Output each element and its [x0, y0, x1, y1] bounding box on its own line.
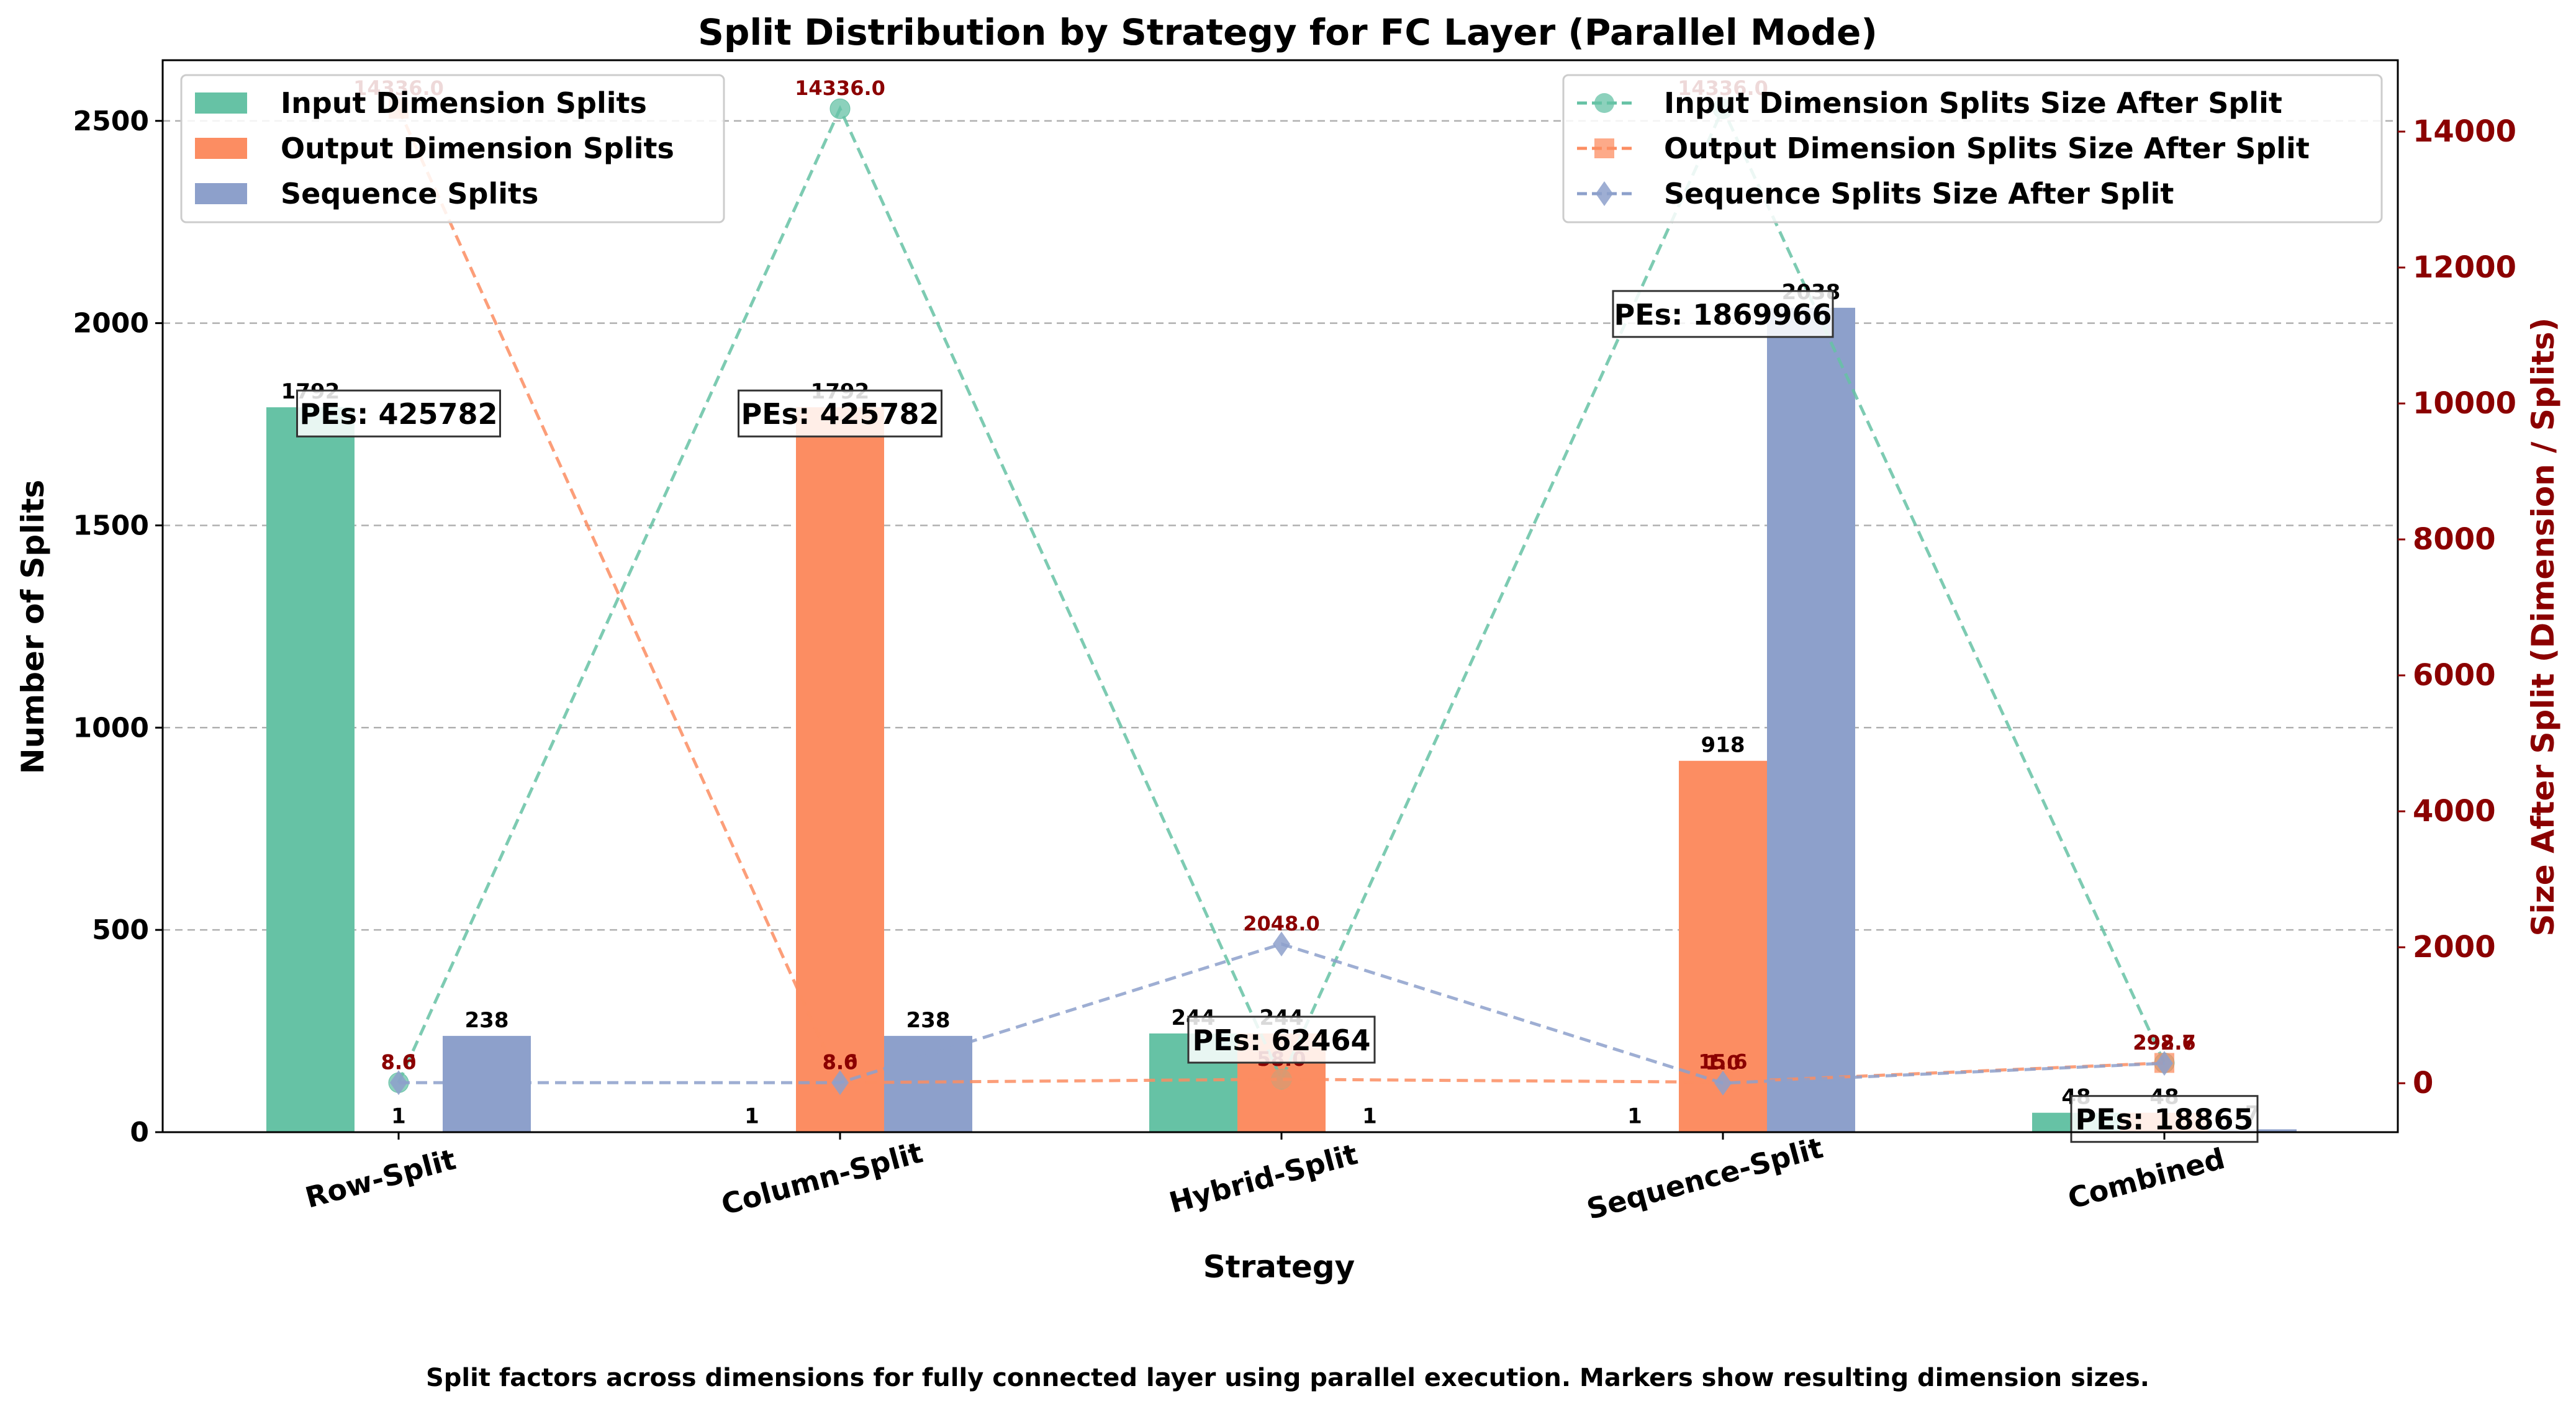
bar-label-sequence-1: 238 [906, 1008, 951, 1033]
y2-tick-label-5: 10000 [2413, 386, 2516, 421]
x-tick-label-2: Hybrid-Split [1165, 1137, 1361, 1220]
line-label-sequence-3: 1.0 [1706, 1051, 1741, 1074]
x-tick-label-1: Column-Split [718, 1135, 926, 1221]
pe-annotation-3: PEs: 1869966 [1612, 290, 1834, 338]
marker-sequence-2 [1273, 931, 1290, 957]
legend-swatch-sequence [195, 183, 247, 204]
y2-tick-label-1: 2000 [2413, 930, 2496, 965]
y2-tick-label-0: 0 [2413, 1066, 2433, 1101]
chart-title: Split Distribution by Strategy for FC La… [698, 11, 1878, 53]
plot-frame [161, 59, 2399, 1133]
pe-annotation-text-3: PEs: 1869966 [1614, 298, 1832, 331]
bar-label-sequence-0: 238 [465, 1008, 509, 1033]
legend-marker-sequence [1596, 181, 1613, 206]
line-output [397, 108, 2165, 1084]
legend-bars: Input Dimension Splits Output Dimension S… [180, 74, 725, 223]
pe-annotation-box-0 [296, 389, 501, 438]
bar-series [266, 307, 2297, 1132]
pe-annotation-text-4: PEs: 18865 [2076, 1103, 2254, 1137]
bar-label-output-3: 918 [1701, 733, 1745, 758]
bar-input-0 [266, 407, 355, 1132]
y2-tick-label-6: 12000 [2413, 250, 2516, 285]
y-tick-label-4: 2000 [73, 308, 149, 340]
pe-annotation-text-2: PEs: 62464 [1193, 1024, 1371, 1057]
bar-sequence-3 [1767, 307, 1855, 1132]
y-tick-label-5: 2500 [73, 106, 149, 137]
bar-output-1 [796, 407, 884, 1132]
legend-swatch-input [195, 92, 247, 114]
y-tick-label-3: 1500 [73, 510, 149, 541]
x-tick-label-4: Combined [2064, 1141, 2228, 1215]
marker-sequence-1 [831, 1070, 849, 1096]
line-label-input-4: 298.7 [2133, 1030, 2195, 1054]
legend-lines: Input Dimension Splits Size After Split O… [1562, 74, 2383, 223]
pe-annotation-2: PEs: 62464 [1187, 1015, 1376, 1064]
y2-tick-label-4: 8000 [2413, 522, 2496, 557]
pe-annotation-0: PEs: 425782 [296, 389, 501, 438]
data-labels: 1792124414811792244918482382381203878.01… [281, 76, 2260, 1143]
line-label-output-1: 8.0 [823, 1050, 858, 1074]
figure-caption: Split factors across dimensions for full… [426, 1364, 2149, 1392]
grid-lines [163, 120, 2398, 1133]
line-series [388, 98, 2175, 1096]
x-tick-label-3: Sequence-Split [1583, 1131, 1827, 1226]
bar-label-output-0: 1 [391, 1104, 406, 1128]
pe-annotation-box-3 [1612, 290, 1834, 338]
pe-annotation-1: PEs: 425782 [738, 389, 942, 438]
line-label-output-4: 298.7 [2133, 1030, 2195, 1054]
marker-output-2 [1272, 1069, 1291, 1089]
bar-label-input-3: 1 [1627, 1104, 1642, 1128]
marker-sequence-0 [390, 1070, 407, 1096]
y-tick-label-1: 500 [92, 914, 149, 946]
y2-tick-label-2: 4000 [2413, 794, 2496, 829]
line-label-sequence-4: 292.6 [2133, 1031, 2195, 1055]
bar-label-input-1: 1 [744, 1104, 759, 1128]
pe-annotation-box-1 [738, 389, 942, 438]
legend-label-input: Input Dimension Splits [281, 86, 647, 120]
legend-label-output-line: Output Dimension Splits Size After Split [1664, 132, 2310, 165]
legend-marker-input [1594, 93, 1614, 113]
x-tick-label-0: Row-Split [302, 1142, 459, 1214]
legend-label-sequence: Sequence Splits [281, 177, 538, 210]
y-axis-label: Number of Splits [15, 480, 51, 775]
line-label-input-1: 14336.0 [795, 76, 885, 100]
line-input [397, 105, 2166, 1084]
bar-sequence-1 [884, 1035, 972, 1132]
marker-sequence-3 [1714, 1071, 1732, 1096]
line-label-input-0: 8.0 [381, 1050, 417, 1074]
bar-label-sequence-2: 1 [1362, 1104, 1377, 1128]
y2-axis-label: Size After Split (Dimension / Splits) [2525, 318, 2561, 937]
line-label-output-3: 15.6 [1699, 1050, 1748, 1073]
legend-label-input-line: Input Dimension Splits Size After Split [1664, 86, 2282, 120]
legend-left-frame [180, 74, 725, 223]
marker-sequence-4 [2156, 1051, 2173, 1076]
x-axis-label: Strategy [1203, 1249, 1355, 1285]
y-tick-label-0: 0 [130, 1117, 149, 1148]
bar-output-3 [1679, 760, 1767, 1132]
line-label-sequence-0: 8.6 [381, 1050, 417, 1074]
legend-label-output: Output Dimension Splits [281, 132, 674, 165]
y-tick-label-2: 1000 [73, 712, 149, 744]
legend-label-sequence-line: Sequence Splits Size After Split [1664, 177, 2174, 210]
line-label-sequence-2: 2048.0 [1243, 912, 1319, 935]
pe-annotation-box-2 [1187, 1015, 1376, 1064]
line-label-sequence-1: 8.6 [823, 1050, 858, 1074]
legend-right-frame [1562, 74, 2383, 223]
pe-annotation-text-0: PEs: 425782 [300, 397, 498, 431]
legend-marker-output [1594, 138, 1614, 158]
legend-swatch-output [195, 138, 247, 159]
marker-input-1 [829, 98, 851, 119]
y2-tick-label-7: 14000 [2413, 114, 2516, 149]
y2-tick-label-3: 6000 [2413, 658, 2496, 693]
pe-annotation-text-1: PEs: 425782 [741, 397, 939, 431]
